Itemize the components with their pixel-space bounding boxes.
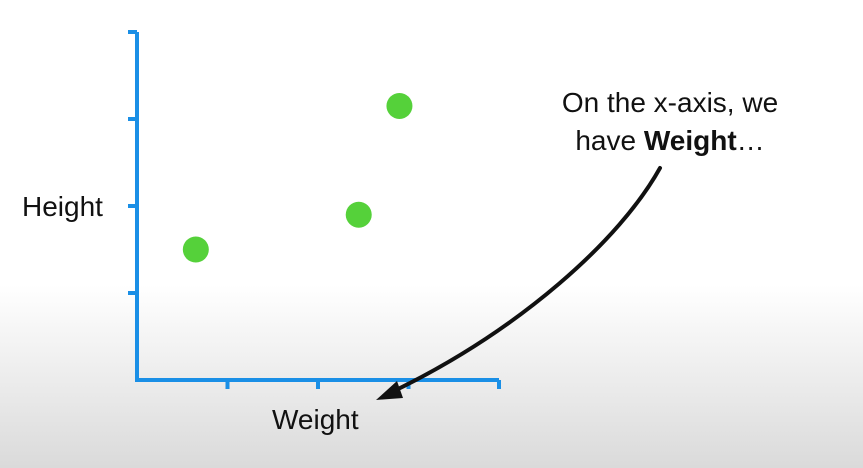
annotation-arrow (376, 166, 662, 400)
data-point (386, 92, 413, 119)
annotation-line-2: have Weight… (520, 122, 820, 160)
annotation-text: On the x-axis, we have Weight… (520, 84, 820, 160)
axes (128, 30, 501, 389)
arrow-shaft (390, 166, 662, 394)
data-point (182, 236, 209, 263)
data-points (182, 92, 413, 263)
annotation-emphasis: Weight (643, 125, 737, 156)
y-axis-label: Height (22, 191, 103, 222)
data-point (345, 201, 372, 228)
x-axis-label: Weight (272, 404, 359, 435)
annotation-line-2-suffix: … (736, 125, 765, 156)
annotation-line-2-prefix: have (575, 125, 644, 156)
arrow-head (376, 381, 403, 400)
annotation-line-1: On the x-axis, we (561, 87, 779, 118)
